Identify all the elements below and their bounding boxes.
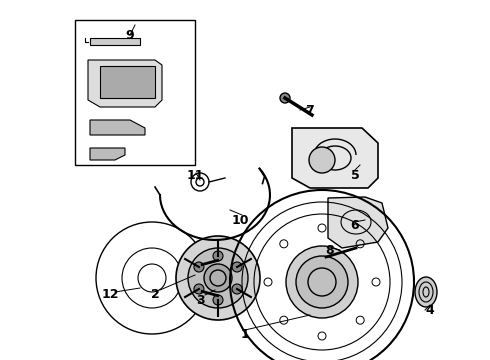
Text: 9: 9: [126, 28, 134, 41]
Polygon shape: [88, 60, 162, 107]
Circle shape: [322, 253, 330, 261]
Circle shape: [204, 264, 232, 292]
Text: 12: 12: [101, 288, 119, 302]
Polygon shape: [90, 120, 145, 135]
Text: 10: 10: [231, 213, 249, 226]
Circle shape: [213, 251, 223, 261]
Text: 2: 2: [150, 288, 159, 302]
Circle shape: [232, 262, 242, 272]
Circle shape: [296, 256, 348, 308]
Text: 7: 7: [306, 104, 315, 117]
Text: 3: 3: [196, 293, 204, 306]
Circle shape: [213, 295, 223, 305]
Text: 6: 6: [351, 219, 359, 231]
Circle shape: [232, 284, 242, 294]
Text: 1: 1: [241, 328, 249, 342]
Circle shape: [194, 262, 204, 272]
Bar: [90, 38, 140, 45]
Circle shape: [176, 236, 260, 320]
Circle shape: [194, 284, 204, 294]
Text: 8: 8: [326, 243, 334, 256]
Bar: [75, 20, 195, 165]
Text: 5: 5: [351, 168, 359, 181]
Text: 11: 11: [186, 168, 204, 181]
Circle shape: [286, 246, 358, 318]
Text: 4: 4: [426, 303, 434, 316]
Circle shape: [309, 147, 335, 173]
Circle shape: [210, 270, 226, 286]
Polygon shape: [90, 148, 125, 160]
Polygon shape: [292, 128, 378, 188]
Polygon shape: [328, 197, 388, 248]
Bar: [100, 66, 155, 98]
Ellipse shape: [415, 277, 437, 307]
Circle shape: [188, 248, 248, 308]
Circle shape: [280, 93, 290, 103]
